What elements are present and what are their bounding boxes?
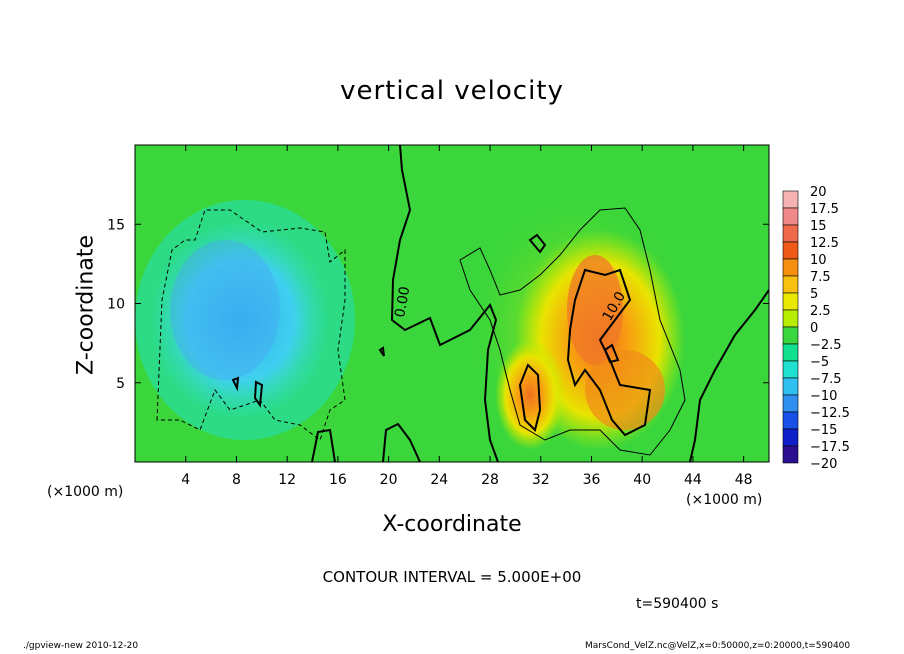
colorbar-label: 10 [810, 253, 827, 268]
x-tick-label: 44 [684, 472, 702, 488]
x-axis-label: X-coordinate [382, 512, 522, 537]
colorbar-swatch [782, 411, 799, 430]
x-tick-label: 20 [380, 472, 398, 488]
contour-label-zero: 0.00 [392, 285, 413, 318]
colorbar-label: 15 [810, 219, 827, 234]
contour-positive-10b [518, 363, 542, 432]
colorbar-label: −7.5 [810, 372, 842, 387]
y-tick-label: 10 [107, 297, 125, 313]
contour-negative-5 [156, 209, 346, 441]
contour-interval-text: CONTOUR INTERVAL = 5.000E+00 [322, 568, 582, 586]
colorbar-swatch [782, 445, 799, 464]
colorbar-swatch [782, 224, 799, 243]
colorbar-label: −15 [810, 423, 837, 438]
x-tick-label: 24 [430, 472, 448, 488]
y-tick-label: 5 [116, 376, 125, 392]
x-axis: 4 8 12 16 20 24 28 32 36 40 44 48 [181, 145, 753, 488]
colorbar-swatch [782, 258, 799, 277]
colorbar-swatch [782, 207, 799, 226]
colorbar-label: −10 [810, 389, 837, 404]
colorbar-swatch [782, 394, 799, 413]
x-tick-label: 28 [481, 472, 499, 488]
x-tick-label: 16 [329, 472, 347, 488]
colorbar-swatch [782, 343, 799, 362]
contour-lines [156, 145, 769, 462]
footer-file-info: MarsCond_VelZ.nc@VelZ,x=0:50000,z=0:2000… [585, 641, 851, 651]
x-tick-label: 40 [633, 472, 651, 488]
x-tick-label: 36 [583, 472, 601, 488]
colorbar-label: 5 [810, 287, 818, 302]
colorbar-label: 20 [810, 185, 827, 200]
colorbar-swatch [782, 360, 799, 379]
contour-zero-bottom [311, 428, 336, 462]
colorbar-swatch [782, 292, 799, 311]
colorbar-swatch [782, 241, 799, 260]
colorbar-swatch [782, 275, 799, 294]
chart-title: vertical velocity [340, 76, 564, 106]
velocity-field [135, 145, 769, 462]
y-tick-label: 15 [107, 217, 125, 233]
colorbar-swatch [782, 326, 799, 345]
colorbar-label: 7.5 [810, 270, 831, 285]
contour-small-1 [528, 233, 547, 254]
colorbar-label: 0 [810, 321, 818, 336]
x-tick-label: 48 [735, 472, 753, 488]
contour-positive-10 [566, 268, 652, 437]
time-label: t=590400 s [636, 596, 719, 612]
x-tick-label: 8 [232, 472, 241, 488]
footer-program-info: ./gpview-new 2010-12-20 [23, 641, 139, 651]
contour-zero [390, 145, 499, 462]
colorbar-swatch [782, 309, 799, 328]
colorbar-label: −17.5 [810, 440, 850, 455]
contour-positive-5 [459, 207, 686, 456]
y-axis-label: Z-coordinate [73, 235, 99, 375]
colorbar-swatch [782, 428, 799, 447]
colorbar-label: −5 [810, 355, 829, 370]
contour-small-3 [378, 346, 385, 357]
x-tick-label: 32 [532, 472, 550, 488]
x-tick-label: 4 [181, 472, 190, 488]
x-tick-label: 12 [278, 472, 296, 488]
colorbar-label: 2.5 [810, 304, 831, 319]
contour-zero-bottom2 [382, 422, 421, 462]
contour-zero-right [689, 289, 769, 462]
colorbar-swatch [782, 377, 799, 396]
x-unit-label-right: (×1000 m) [686, 492, 763, 508]
colorbar: 20 17.5 15 12.5 10 7.5 5 2.5 0 −2.5 −5 −7.5 −10 −12.5… [782, 185, 850, 472]
y-axis: 5 10 15 [107, 217, 769, 392]
colorbar-swatch [782, 190, 799, 209]
colorbar-label: 12.5 [810, 236, 839, 251]
contour-small-2 [603, 343, 620, 364]
contour-small-4 [231, 376, 264, 408]
colorbar-label: 17.5 [810, 202, 839, 217]
x-unit-label-left: (×1000 m) [47, 484, 124, 500]
colorbar-label: −2.5 [810, 338, 842, 353]
colorbar-label: −20 [810, 457, 837, 472]
colorbar-label: −12.5 [810, 406, 850, 421]
